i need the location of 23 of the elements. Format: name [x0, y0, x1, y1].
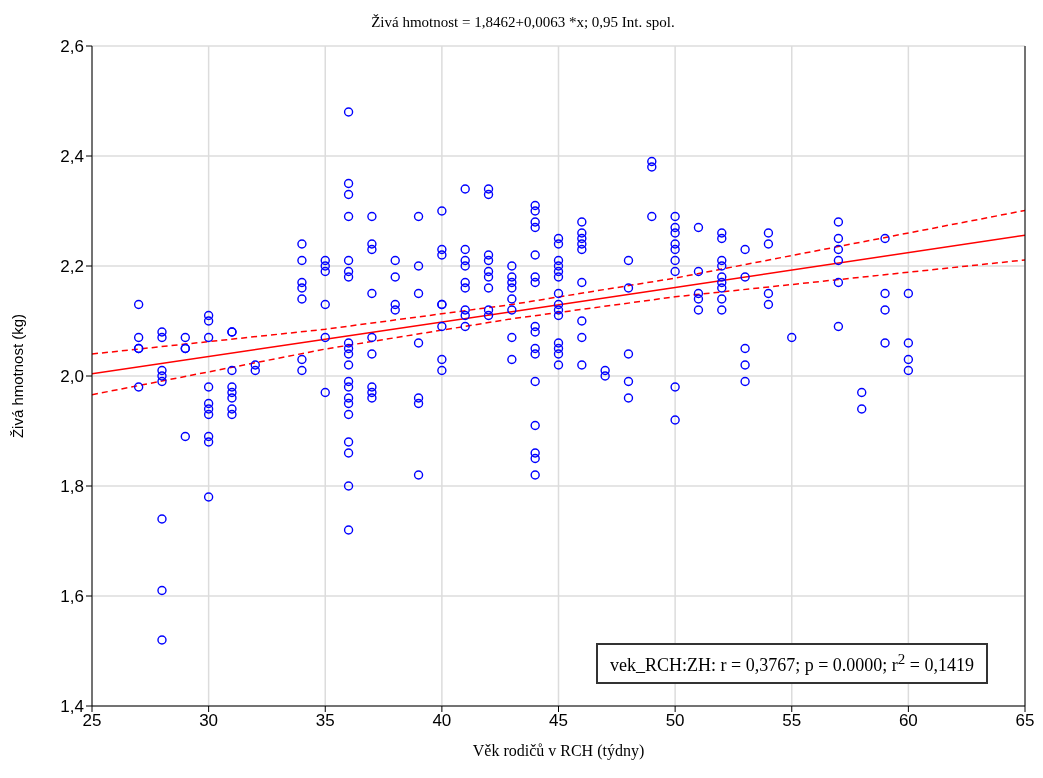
chart-title: Živá hmotnost = 1,8462+0,0063 *x; 0,95 Int. spol.: [370, 13, 676, 32]
x-tick-label: 55: [782, 711, 802, 731]
line-series: [92, 259, 1025, 396]
x-tick-label: 65: [1015, 711, 1035, 731]
y-tick-label: 1,8: [60, 477, 84, 497]
x-tick-label: 50: [665, 711, 685, 731]
annotation: vek_RCH:ZH: r = 0,3767; p = 0.0000; r$^{2}$ = 0,1419: [596, 643, 988, 684]
x-tick-label: 60: [898, 711, 918, 731]
line-series: [92, 209, 1025, 355]
y-tick-label: 2,4: [60, 147, 84, 167]
x-tick-label: 25: [82, 711, 102, 731]
line-series: [92, 234, 1025, 375]
y-tick-label: 2,2: [60, 257, 84, 277]
y-tick-label: 2,6: [60, 37, 84, 57]
x-tick-label: 45: [549, 711, 568, 731]
y-axis-title: Živá hmotnost (kg): [9, 313, 27, 439]
y-tick-label: 2,0: [60, 367, 84, 387]
y-tick-label: 1,6: [60, 587, 84, 607]
x-tick-label: 35: [315, 711, 335, 731]
x-axis-title: Věk rodičů v RCH (týdny): [472, 742, 645, 760]
y-tick-label: 1,4: [60, 697, 84, 717]
x-tick-label: 30: [199, 711, 219, 731]
x-tick-label: 40: [432, 711, 452, 731]
